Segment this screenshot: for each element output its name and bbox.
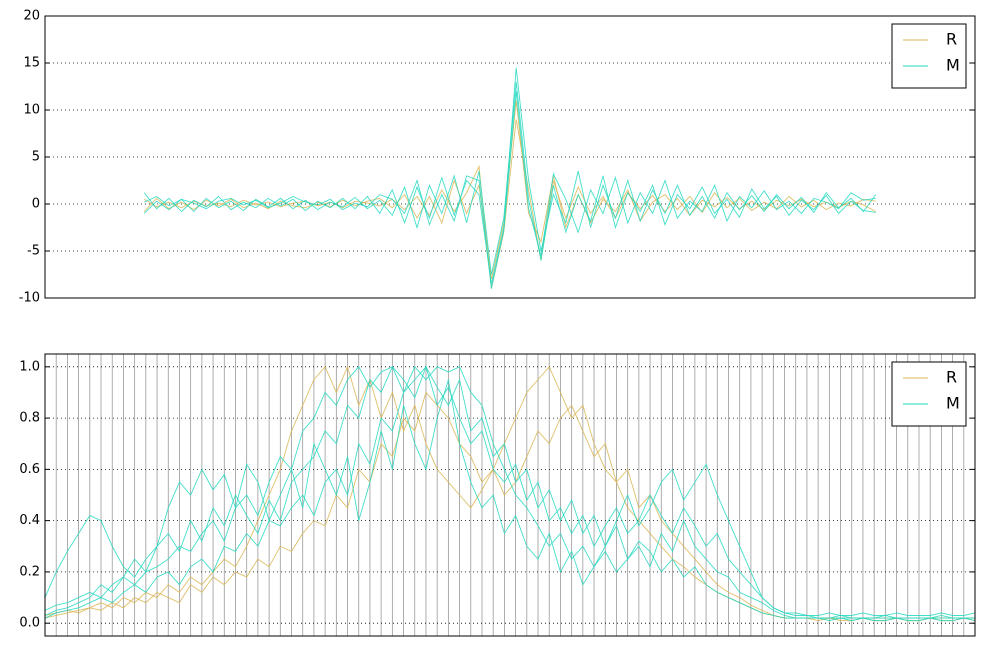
series-line: [45, 365, 975, 619]
series-line: [143, 81, 876, 275]
legend-box: [891, 361, 967, 427]
y-tick-label: 0.2: [19, 564, 40, 579]
series-line: [45, 365, 975, 622]
legend-box: [891, 23, 967, 89]
series-line: [143, 100, 876, 280]
y-tick-label: 15: [23, 56, 40, 71]
y-tick-label: 0.4: [19, 513, 40, 528]
plot-frame: [44, 353, 976, 637]
y-tick-label: 10: [23, 103, 40, 118]
series-line: [143, 119, 877, 289]
series-line: [144, 91, 876, 289]
y-tick-label: 20: [23, 9, 40, 24]
y-tick-label: -10: [19, 291, 40, 306]
series-line: [45, 379, 975, 616]
series-line: [45, 365, 975, 619]
y-tick-label: 5: [32, 150, 40, 165]
y-tick-label: 1.0: [19, 359, 40, 374]
y-tick-label: 0.0: [19, 616, 40, 631]
y-tick-label: 0.6: [19, 462, 40, 477]
legend-label: R: [946, 368, 957, 387]
legend-label: R: [946, 30, 957, 49]
series-line: [45, 365, 975, 619]
legend-label: M: [946, 394, 960, 413]
legend-label: M: [946, 56, 960, 75]
plot-frame: [44, 15, 976, 299]
y-tick-label: 0.8: [19, 411, 40, 426]
series-line: [45, 391, 975, 622]
y-tick-label: -5: [27, 244, 40, 259]
y-tick-label: 0: [32, 197, 40, 212]
